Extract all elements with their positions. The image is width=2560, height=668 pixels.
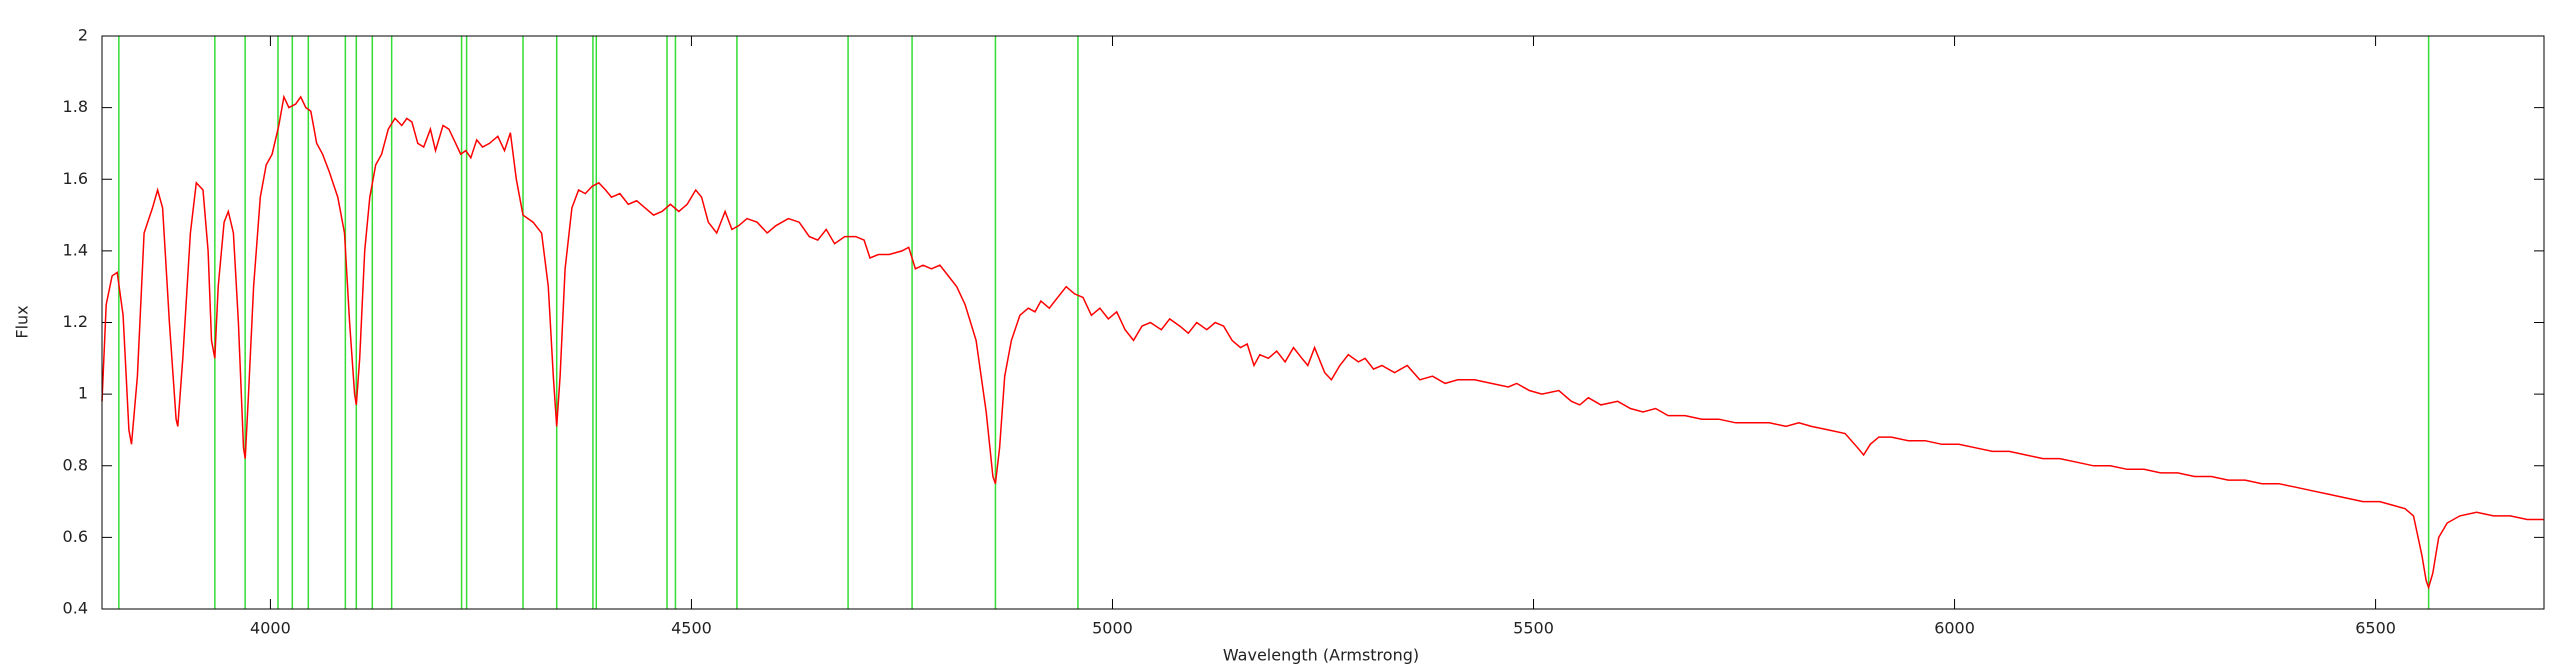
y-tick-label: 0.6 — [63, 527, 88, 546]
y-tick-label: 0.8 — [63, 455, 88, 474]
x-tick-label: 4000 — [250, 619, 291, 638]
x-tick-label: 6000 — [1934, 619, 1975, 638]
x-tick-label: 5000 — [1092, 619, 1133, 638]
y-tick-label: 1.8 — [63, 97, 88, 116]
x-tick-label: 5500 — [1513, 619, 1554, 638]
spectrum-line — [101, 94, 2544, 590]
y-tick-label: 1.4 — [63, 240, 88, 259]
y-tick-label: 1.2 — [63, 312, 88, 331]
y-tick-label: 0.4 — [63, 599, 88, 618]
plot-frame — [101, 35, 2545, 610]
y-axis-label: Flux — [13, 305, 32, 338]
x-axis-label: Wavelength (Armstrong) — [1223, 646, 1419, 665]
x-tick-label: 4500 — [671, 619, 712, 638]
y-tick-label: 2 — [78, 26, 88, 45]
x-tick-label: 6500 — [2355, 619, 2396, 638]
y-tick-label: 1.6 — [63, 169, 88, 188]
y-tick-label: 1 — [78, 384, 88, 403]
